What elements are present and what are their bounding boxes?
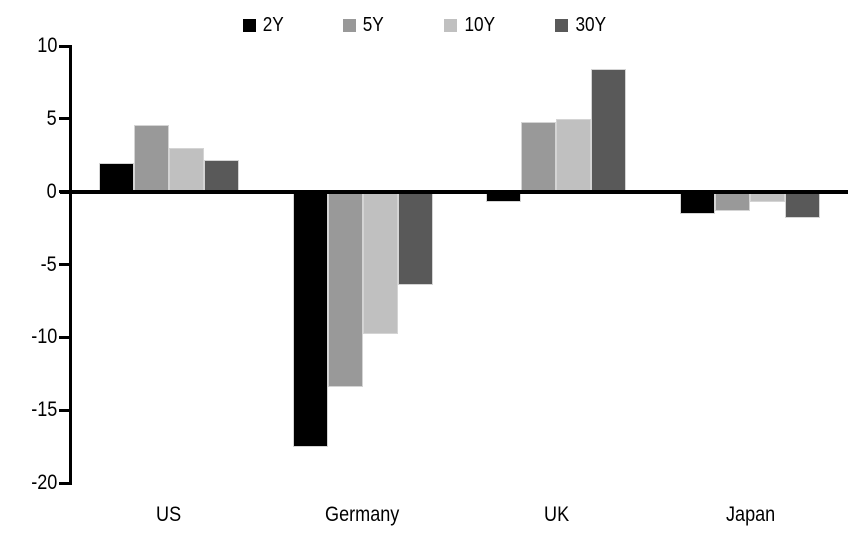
y-axis-label: -20 <box>0 471 57 495</box>
bar-japan-30y <box>785 191 821 218</box>
y-axis-label: -10 <box>0 325 57 349</box>
y-axis-label: 5 <box>0 107 57 131</box>
bar-japan-5y <box>715 191 751 211</box>
y-axis-tick <box>59 335 70 339</box>
x-axis-label-text: Japan <box>725 503 775 526</box>
y-axis-label-text: 5 <box>46 106 57 130</box>
y-axis-tick <box>59 408 70 412</box>
x-axis-label-japan: Japan <box>653 502 847 528</box>
x-axis-label-text: Germany <box>325 503 400 526</box>
bar-us-2y <box>98 162 134 192</box>
y-axis-label-text: 10 <box>36 34 57 57</box>
x-axis-label-uk: UK <box>460 502 654 528</box>
y-axis-tick <box>59 481 70 485</box>
bar-us-30y <box>203 159 239 192</box>
x-axis-label-germany: Germany <box>266 502 460 528</box>
legend-label-30y: 30Y <box>575 14 607 36</box>
y-axis-label: 0 <box>0 180 57 204</box>
x-axis-label-text: UK <box>543 503 569 526</box>
legend-item-2y: 2Y <box>242 12 285 38</box>
y-axis-tick <box>59 44 70 48</box>
y-axis-label-text: 0 <box>46 179 57 203</box>
y-axis-label: -15 <box>0 398 57 422</box>
y-axis-label-text: -20 <box>30 471 57 494</box>
x-axis-label-text: US <box>156 503 182 526</box>
legend-label-2y: 2Y <box>262 14 284 36</box>
legend-item-10y: 10Y <box>443 12 498 38</box>
y-axis-label: 10 <box>0 34 57 58</box>
bar-germany-10y <box>362 191 398 335</box>
zero-axis-line <box>60 189 848 194</box>
legend-label-10y: 10Y <box>464 14 495 36</box>
y-axis-tick <box>59 263 70 266</box>
legend-swatch-30y <box>555 18 569 32</box>
bar-japan-2y <box>680 191 716 214</box>
bar-uk-5y <box>521 121 557 192</box>
y-axis-tick <box>59 117 70 121</box>
y-axis-label-text: -10 <box>30 325 57 349</box>
legend-label-5y: 5Y <box>363 14 385 36</box>
legend-item-30y: 30Y <box>555 12 609 38</box>
bar-uk-30y <box>591 69 627 192</box>
bar-uk-10y <box>556 118 592 192</box>
y-axis-label-text: -15 <box>30 398 57 422</box>
chart-legend: 2Y 5Y 10Y 30Y <box>0 12 852 38</box>
bar-germany-2y <box>292 191 328 447</box>
x-axis-label-us: US <box>72 502 266 528</box>
legend-item-5y: 5Y <box>343 12 385 38</box>
bar-germany-30y <box>397 191 433 285</box>
bar-germany-5y <box>327 191 363 387</box>
y-axis-line <box>69 44 72 485</box>
legend-swatch-2y <box>242 18 256 32</box>
legend-swatch-5y <box>343 18 357 32</box>
bar-us-5y <box>133 124 169 192</box>
y-axis-label-text: -5 <box>40 252 57 276</box>
bar-us-10y <box>168 147 204 192</box>
legend-swatch-10y <box>443 18 457 32</box>
y-axis-label: -5 <box>0 253 57 277</box>
